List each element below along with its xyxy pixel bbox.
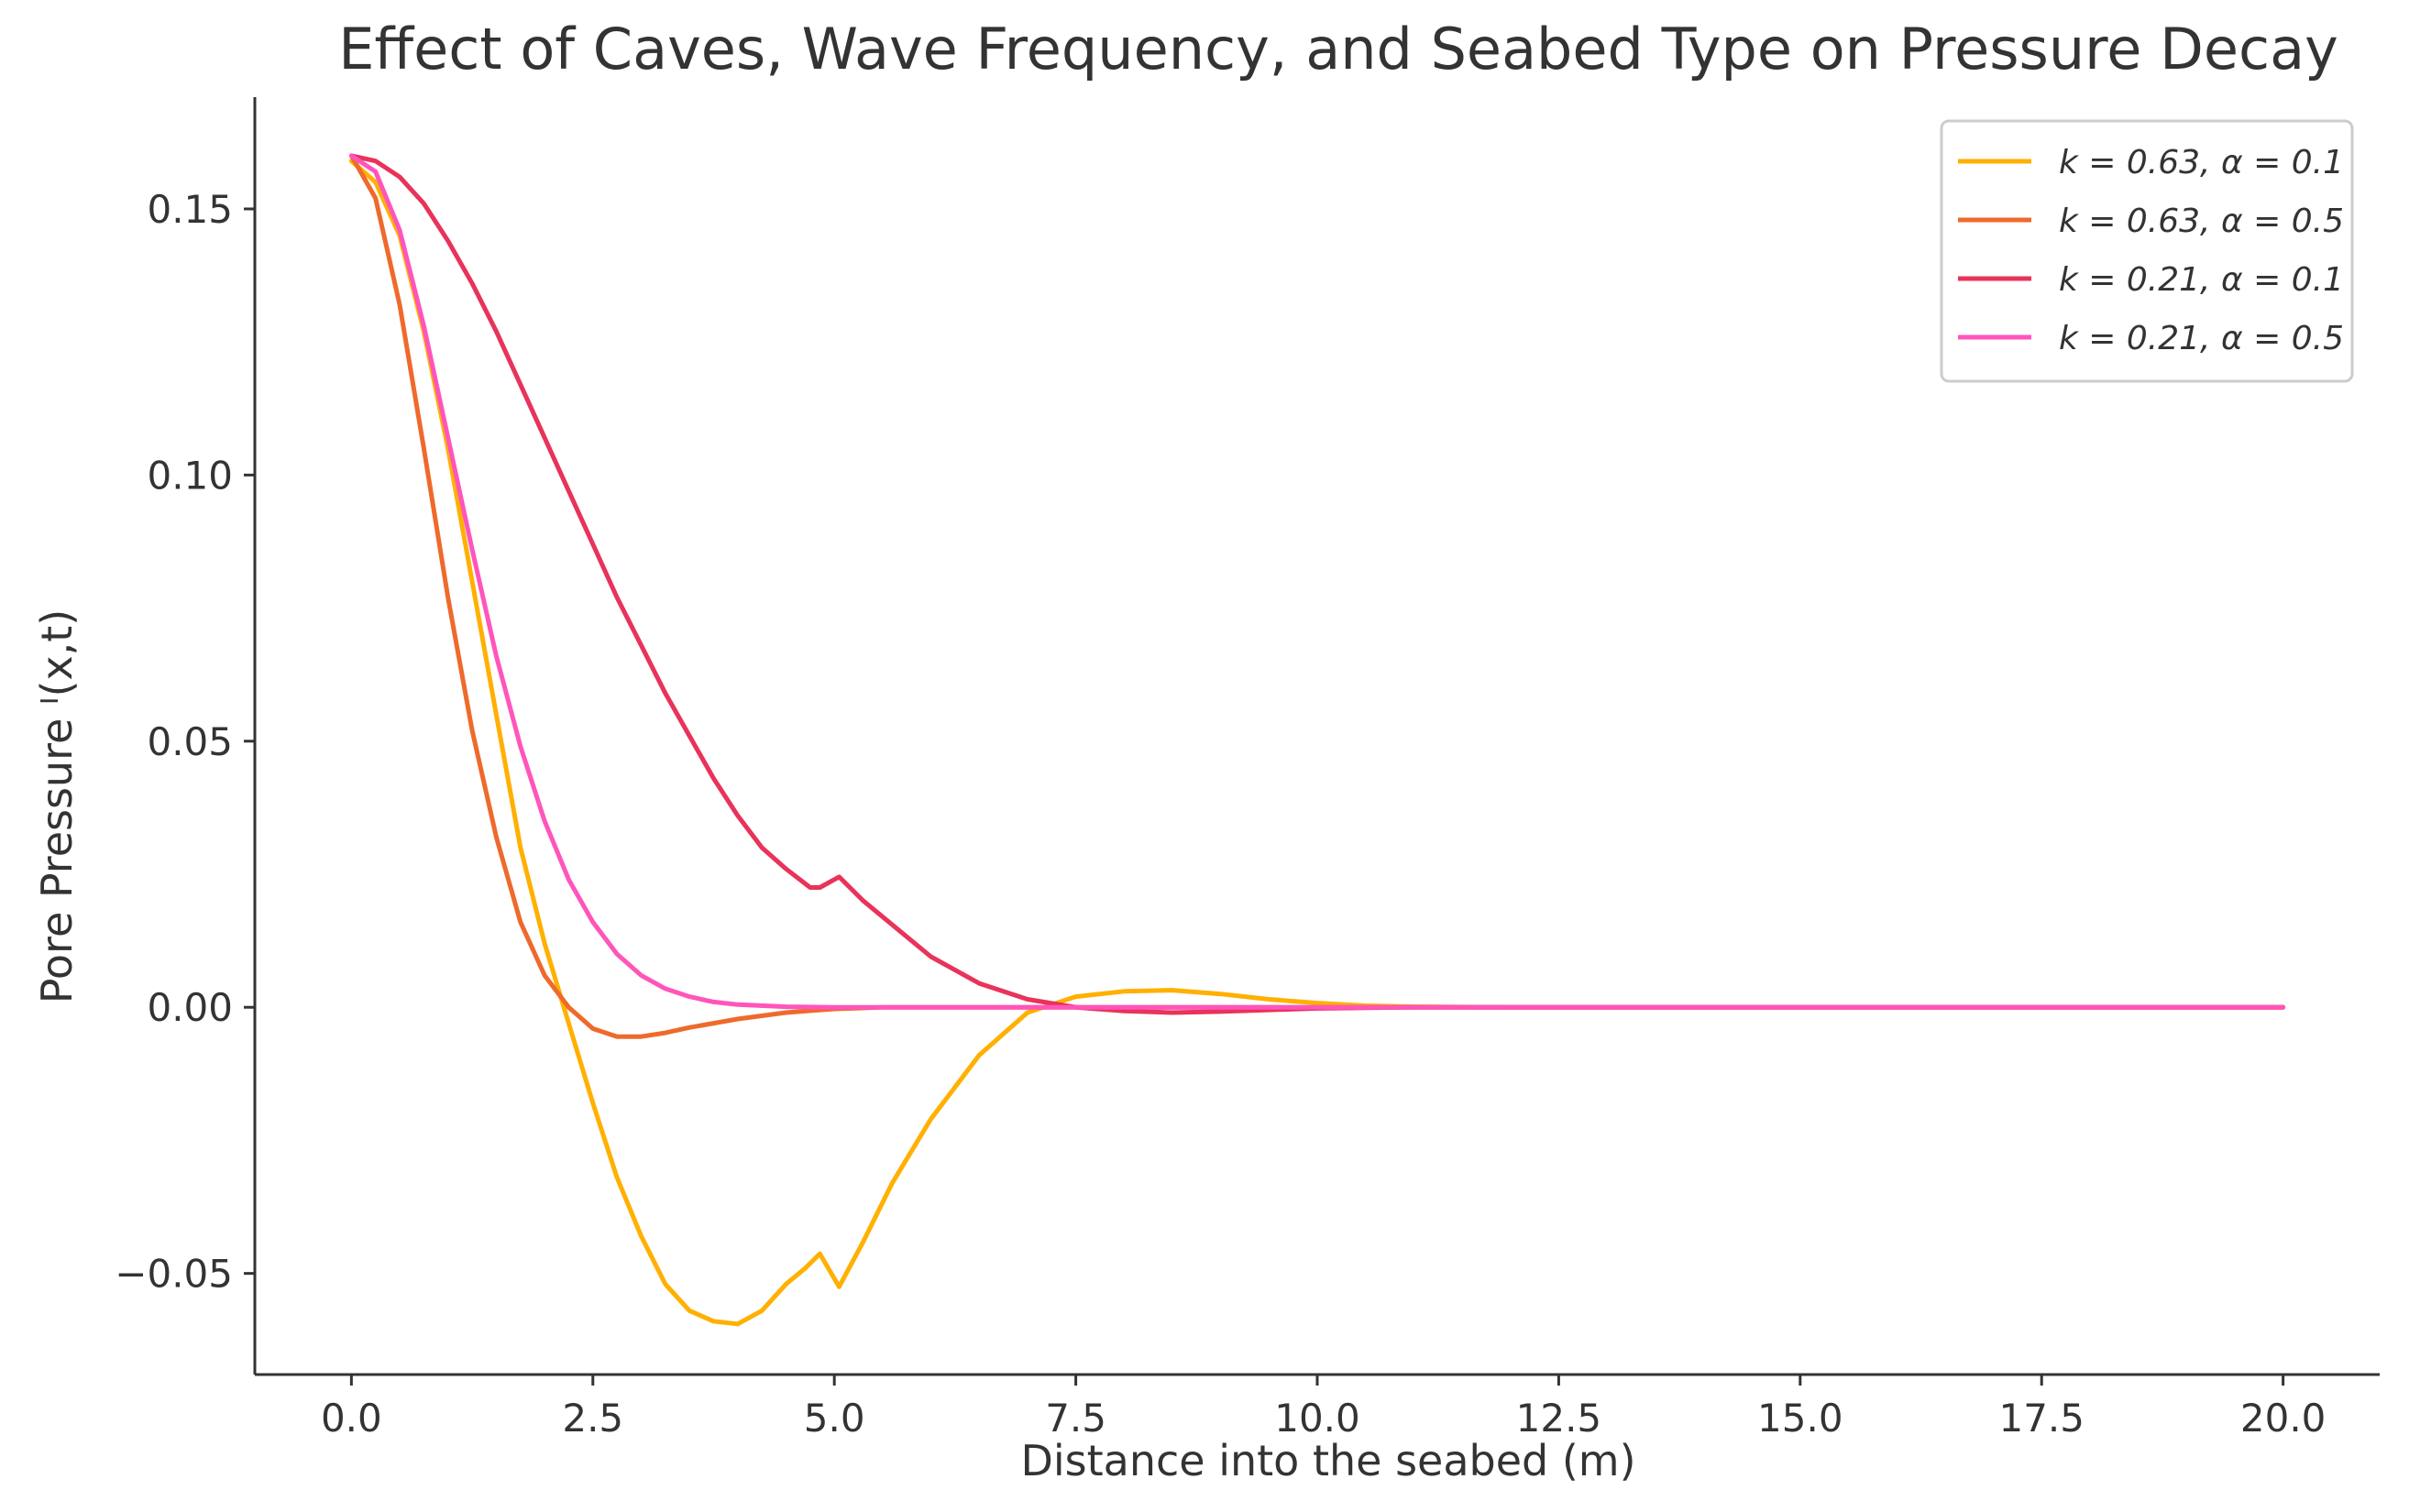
y-tick-label: 0.15 [147, 187, 233, 232]
y-axis-label: Pore Pressure ᴵ(x,t) [32, 609, 82, 1003]
x-tick-label: 7.5 [1045, 1396, 1106, 1441]
legend-label: k = 0.21, α = 0.5 [2059, 320, 2344, 357]
x-axis-label: Distance into the seabed (m) [1020, 1436, 1635, 1485]
x-tick-label: 2.5 [562, 1396, 623, 1441]
y-tick-label: 0.05 [147, 719, 233, 764]
y-tick-label: 0.10 [147, 453, 233, 498]
chart-title: Effect of Caves, Wave Frequency, and Sea… [338, 16, 2338, 82]
legend-label: k = 0.63, α = 0.5 [2059, 203, 2344, 240]
plot-area: 0.0 2.5 5.0 7.5 10.0 12.5 15.0 17.5 20.0 −0.05 0.0… [115, 97, 2380, 1441]
y-tick-label: 0.00 [147, 985, 233, 1030]
legend-frame [1940, 119, 2354, 383]
series-line-1 [348, 159, 2286, 1327]
legend: k = 0.63, α = 0.1 k = 0.63, α = 0.5 k = 0.… [1940, 119, 2354, 383]
x-tick-label: 15.0 [1757, 1396, 1843, 1441]
x-tick-label: 10.0 [1274, 1396, 1360, 1441]
x-tick-label: 12.5 [1516, 1396, 1602, 1441]
x-tick-label: 5.0 [804, 1396, 865, 1441]
x-tick-label: 0.0 [321, 1396, 382, 1441]
y-tick-label: −0.05 [115, 1252, 233, 1297]
legend-label: k = 0.63, α = 0.1 [2059, 144, 2344, 181]
series-line-4 [348, 153, 2286, 1010]
x-tick-label: 17.5 [1998, 1396, 2084, 1441]
legend-label: k = 0.21, α = 0.1 [2059, 261, 2344, 299]
series-line-3 [348, 153, 2286, 1015]
x-tick-label: 20.0 [2240, 1396, 2326, 1441]
